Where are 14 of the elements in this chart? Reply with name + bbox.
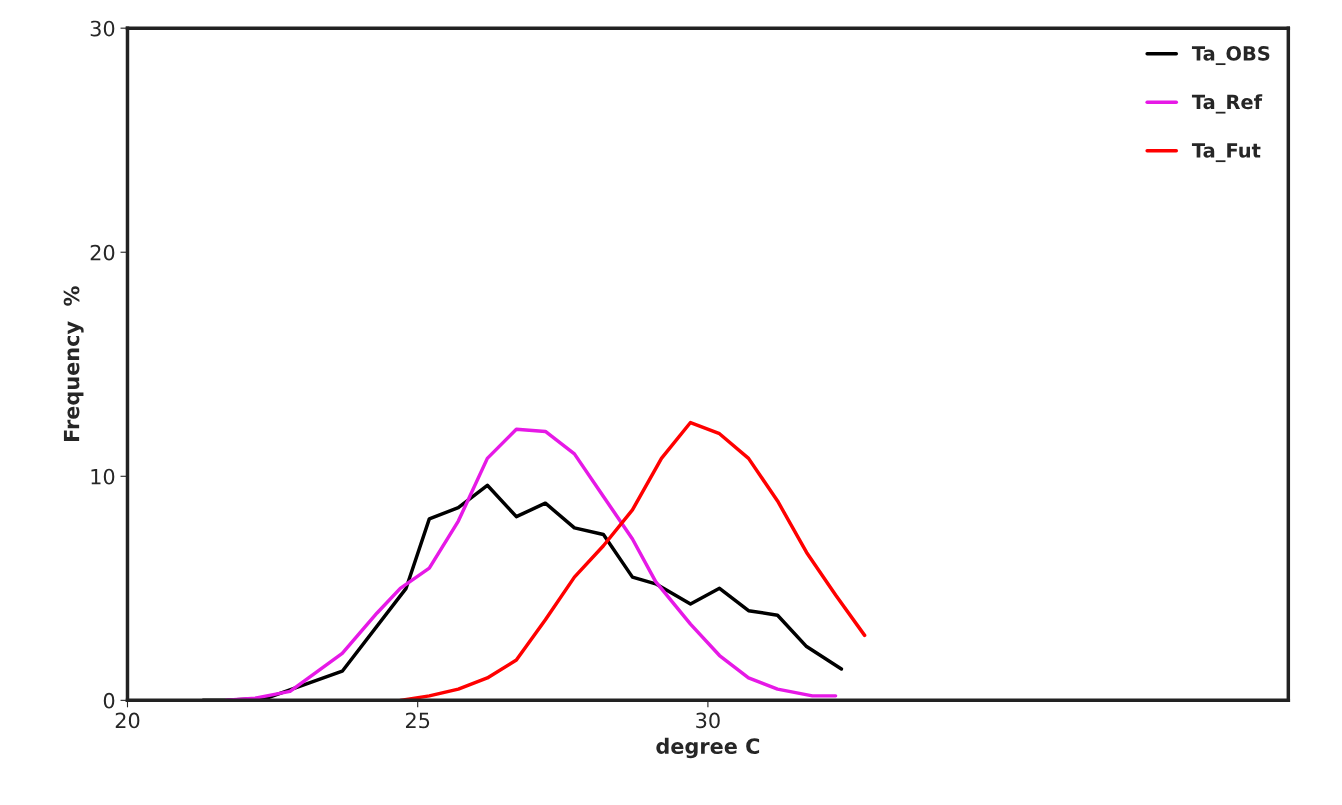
y-tick-label: 0: [103, 692, 115, 709]
x-tick-label: 25: [405, 712, 430, 729]
x-tick-label: 20: [115, 712, 140, 729]
x-tick-label: 30: [696, 712, 720, 729]
legend-label: Ta_Fut: [1191, 143, 1261, 163]
legend-label: Ta_Ref: [1191, 94, 1263, 114]
x-axis-title: degree C: [656, 737, 760, 759]
line-series: [224, 427, 838, 701]
line-series: [398, 420, 867, 701]
y-tick-label: 30: [90, 20, 115, 37]
y-axis-title: Frequency %: [63, 286, 84, 442]
y-tick-label: 10: [91, 468, 115, 485]
legend-label: Ta_OBS: [1191, 46, 1270, 66]
y-tick-label: 20: [90, 244, 115, 261]
